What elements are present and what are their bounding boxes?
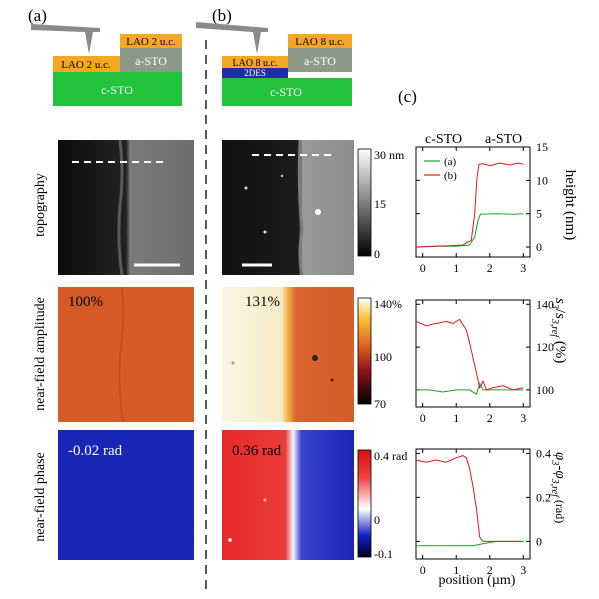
x-tick-label: 2 — [487, 261, 493, 275]
phase-image-a: -0.02 rad — [58, 430, 194, 560]
colorbar-topography: 30 nm 15 0 — [357, 148, 405, 261]
plot-frame — [415, 146, 531, 258]
series-line-b — [415, 318, 524, 391]
cb-topo-top: 30 nm — [374, 148, 405, 162]
y-tick-label: 0.2 — [536, 490, 551, 504]
chart-header-asto: a-STO — [485, 132, 522, 147]
ylabel-phase: φ3-φ3,ref (rad) — [549, 452, 568, 523]
legend-label: (a) — [444, 156, 457, 168]
y-tick-label: 5 — [536, 207, 542, 221]
y-tick-label: 0.4 — [536, 446, 551, 460]
x-tick-label: 2 — [487, 411, 493, 425]
amp-value-b: 131% — [245, 294, 280, 310]
panel-label-a: (a) — [28, 6, 47, 25]
y-tick-label: 15 — [536, 140, 548, 154]
legend-label: (b) — [444, 170, 457, 182]
csto-label-a: c-STO — [101, 83, 133, 97]
ylabel-amplitude: s3/s3,ref (%) — [549, 298, 568, 363]
series-line-a — [415, 213, 524, 248]
plot-frame — [415, 299, 531, 408]
row-label-amplitude: near-field amplitude — [33, 297, 48, 411]
svg-text:s3/s3,ref (%): s3/s3,ref (%) — [549, 298, 568, 363]
amp-value-a: 100% — [68, 294, 103, 310]
lao-right-a: LAO 2 u.c. — [126, 36, 176, 48]
topography-image-b — [222, 139, 354, 276]
cb-topo-bottom: 0 — [374, 247, 380, 261]
phase-value-a: -0.02 rad — [68, 443, 123, 459]
svg-text:φ3-φ3,ref (rad): φ3-φ3,ref (rad) — [549, 452, 568, 523]
x-tick-label: 1 — [453, 563, 459, 577]
series-line-a — [416, 382, 524, 395]
asto-label-b: a-STO — [304, 54, 336, 68]
chart-2: 0 1 2 3 0 0.2 0.4 — [415, 446, 551, 577]
y-tick-label: 120 — [536, 340, 554, 354]
row-label-topography: topography — [33, 173, 48, 237]
csto-label-b: c-STO — [270, 85, 302, 99]
x-tick-label: 3 — [520, 411, 526, 425]
x-tick-label: 2 — [487, 563, 493, 577]
cb-amp-bottom: 70 — [374, 397, 386, 411]
x-tick-label: 3 — [520, 563, 526, 577]
phase-image-b: 0.36 rad — [222, 430, 354, 560]
lao-left-a: LAO 2 u.c. — [61, 59, 111, 71]
series-line-b — [415, 455, 524, 542]
chart-header-csto: c-STO — [425, 132, 462, 147]
x-tick-label: 1 — [453, 411, 459, 425]
chart-1: 0 1 2 3 100 120 140 — [415, 297, 554, 425]
cb-phase-bottom: -0.1 — [374, 547, 393, 561]
x-tick-label: 3 — [520, 261, 526, 275]
row-label-phase: near-field phase — [33, 452, 48, 542]
plot-frame — [415, 448, 531, 560]
afm-tip-icon — [196, 22, 268, 54]
x-tick-label: 0 — [420, 411, 426, 425]
ylabel-height: height (nm) — [562, 170, 578, 240]
colorbar-phase: 0.4 rad 0 -0.1 — [357, 449, 407, 561]
lao-right-b: LAO 8 u.c. — [295, 36, 345, 48]
panel-label-b: (b) — [212, 6, 232, 25]
y-tick-label: 0 — [536, 534, 542, 548]
panel-label-c: (c) — [398, 87, 417, 106]
cb-amp-top: 140% — [374, 297, 402, 311]
y-tick-label: 0 — [536, 240, 542, 254]
cb-phase-top: 0.4 rad — [374, 449, 407, 463]
topography-image-a — [58, 139, 194, 276]
amplitude-image-b: 131% — [222, 287, 354, 422]
twodes-label: 2DES — [244, 68, 266, 78]
series-line-b — [415, 162, 524, 248]
schematic-b: LAO 8 u.c. a-STO LAO 8 u.c. 2DES c-STO — [196, 22, 352, 106]
cb-phase-mid: 0 — [374, 513, 380, 527]
asto-label-a: a-STO — [135, 54, 167, 68]
series-line-a — [416, 540, 524, 547]
x-tick-label: 1 — [453, 261, 459, 275]
y-tick-label: 10 — [536, 173, 548, 187]
amplitude-image-a: 100% — [58, 286, 194, 423]
lao-left-b: LAO 8 u.c. — [233, 58, 278, 69]
afm-tip-icon — [31, 24, 100, 54]
colorbar-amplitude: 140% 100 70 — [357, 297, 402, 411]
cb-topo-mid: 15 — [374, 197, 386, 211]
cb-amp-mid: 100 — [374, 350, 392, 364]
y-tick-label: 140 — [536, 297, 554, 311]
xlabel-position: position (µm) — [439, 573, 516, 588]
phase-value-b: 0.36 rad — [232, 443, 282, 459]
schematic-a: LAO 2 u.c. a-STO LAO 2 u.c. c-STO — [31, 24, 182, 106]
x-tick-label: 0 — [420, 261, 426, 275]
y-tick-label: 100 — [536, 383, 554, 397]
x-tick-label: 0 — [420, 563, 426, 577]
